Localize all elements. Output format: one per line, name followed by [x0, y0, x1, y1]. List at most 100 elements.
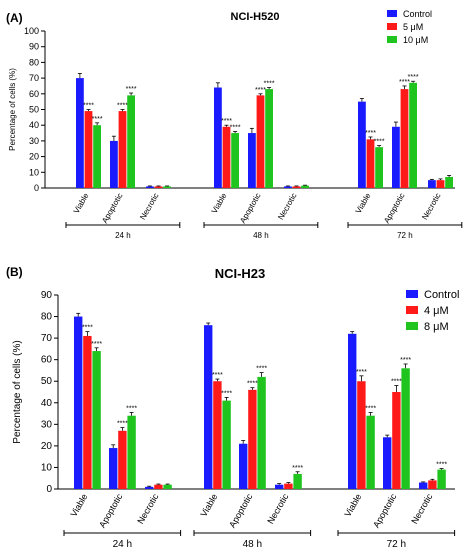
category-label: Viable: [354, 191, 373, 215]
bar: [118, 430, 127, 489]
y-tick-label: 40: [41, 398, 53, 409]
significance-label: ****: [92, 116, 103, 123]
bar: [437, 469, 446, 489]
bar: [257, 376, 266, 489]
bar: [275, 484, 284, 489]
significance-label: ****: [126, 86, 137, 93]
bar: [357, 381, 366, 489]
category-label: Viable: [72, 191, 91, 215]
group-label: 48 h: [253, 231, 269, 240]
y-axis-label: Percentage of cells (%): [8, 68, 17, 151]
bar: [154, 484, 163, 489]
bar: [127, 415, 136, 489]
bar: [284, 483, 293, 489]
significance-label: ****: [391, 379, 402, 386]
chart-title: NCI-H520: [231, 11, 280, 23]
significance-label: ****: [264, 81, 275, 88]
bar: [292, 186, 301, 188]
y-tick-label: 30: [29, 136, 39, 146]
significance-label: ****: [82, 325, 93, 332]
bar: [74, 316, 83, 489]
y-tick-label: 60: [29, 89, 39, 99]
y-tick-label: 70: [29, 73, 39, 83]
bar: [436, 180, 445, 188]
significance-label: ****: [117, 103, 128, 110]
group-label: 72 h: [387, 539, 406, 550]
bar: [84, 111, 93, 188]
category-label: Necrotic: [409, 492, 434, 526]
significance-label: ****: [221, 118, 232, 125]
bar: [214, 87, 222, 188]
bar: [445, 177, 453, 188]
significance-label: ****: [255, 87, 266, 94]
y-tick-label: 0: [34, 183, 39, 193]
significance-label: ****: [117, 421, 128, 428]
bar: [146, 186, 154, 188]
bar: [400, 89, 409, 188]
bar: [248, 133, 256, 188]
legend-swatch: [387, 36, 397, 43]
y-axis-label: Percentage of cells (%): [12, 340, 23, 443]
y-tick-label: 20: [29, 152, 39, 162]
bar: [93, 125, 101, 188]
bar: [293, 473, 302, 489]
y-tick-label: 80: [29, 57, 39, 67]
bar: [428, 480, 437, 489]
category-label: Necrotic: [265, 492, 290, 526]
bar: [204, 325, 213, 489]
bar: [154, 186, 163, 188]
legend-label: 4 μM: [424, 305, 449, 317]
y-tick-label: 30: [41, 419, 53, 430]
bar: [428, 180, 436, 188]
significance-label: ****: [436, 462, 447, 469]
y-tick-label: 50: [41, 376, 53, 387]
bar: [409, 82, 417, 188]
significance-label: ****: [408, 74, 419, 81]
y-tick-label: 70: [41, 333, 53, 344]
bar: [256, 95, 265, 188]
significance-label: ****: [374, 139, 385, 146]
significance-label: ****: [91, 341, 102, 348]
y-tick-label: 100: [24, 26, 39, 36]
chart-a: (A) NCI-H520 0 10 20 30 40 50 60 70 80 90 100 Percent…: [6, 9, 463, 240]
panel-label: (B): [6, 265, 23, 279]
y-tick-label: 0: [46, 484, 52, 495]
significance-label: ****: [256, 366, 267, 373]
bar: [222, 400, 231, 489]
bar: [163, 186, 171, 188]
bar: [375, 147, 383, 188]
y-tick-label: 60: [41, 355, 53, 366]
y-tick-label: 90: [41, 290, 53, 301]
legend-label: 5 μM: [403, 22, 423, 32]
group-label: 24 h: [113, 539, 132, 550]
significance-label: ****: [221, 390, 232, 397]
bar: [358, 101, 366, 188]
group-label: 24 h: [115, 231, 131, 240]
significance-label: ****: [399, 79, 410, 86]
bar: [392, 392, 401, 489]
legend-label: Control: [424, 289, 459, 301]
bar: [366, 415, 375, 489]
significance-label: ****: [247, 381, 258, 388]
legend-label: Control: [403, 9, 432, 19]
bar: [110, 140, 118, 188]
bar: [401, 368, 410, 489]
significance-label: ****: [83, 103, 94, 110]
category-label: Apoptotic: [371, 492, 399, 530]
bar: [392, 126, 400, 188]
legend-label: 10 μM: [403, 35, 428, 45]
legend-swatch: [406, 290, 418, 298]
bar: [76, 78, 84, 188]
group-label: 48 h: [243, 539, 262, 550]
bar: [366, 139, 375, 188]
category-label: Apoptotic: [227, 492, 255, 530]
bar: [265, 89, 273, 188]
significance-label: ****: [212, 372, 223, 379]
category-label: Necrotic: [135, 492, 160, 526]
bar: [145, 486, 154, 489]
y-tick-label: 90: [29, 42, 39, 52]
category-label: Necrotic: [276, 192, 298, 222]
y-tick-label: 40: [29, 120, 39, 130]
bar: [348, 333, 357, 489]
